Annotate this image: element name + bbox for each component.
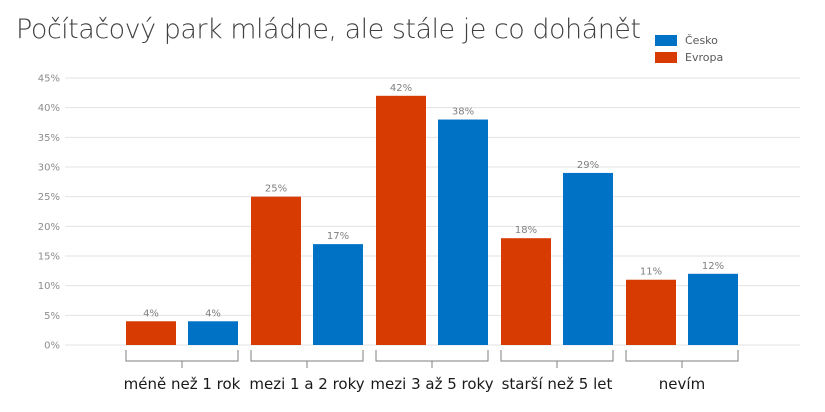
data-label: 18% [515, 225, 537, 236]
legend-label-evropa: Evropa [685, 51, 724, 64]
x-category-label: méně než 1 rok [124, 375, 241, 393]
y-tick-label: 45% [38, 74, 60, 85]
legend-label-cesko: Česko [685, 34, 718, 47]
y-tick-label: 40% [38, 103, 60, 114]
category-bracket [125, 350, 239, 368]
y-tick-label: 30% [38, 163, 60, 174]
data-label: 38% [452, 107, 474, 118]
legend-swatch-evropa [655, 52, 677, 63]
bar-česko [188, 321, 238, 345]
legend-swatch-cesko [655, 35, 677, 46]
y-tick-label: 15% [38, 252, 60, 263]
bar-evropa [251, 196, 301, 345]
y-tick-label: 0% [44, 341, 60, 352]
data-label: 4% [143, 308, 159, 319]
bar-česko [688, 273, 738, 345]
chart-title: Počítačový park mládne, ale stále je co … [16, 14, 641, 45]
data-label: 25% [265, 184, 287, 195]
y-tick-label: 20% [38, 222, 60, 233]
y-tick-label: 25% [38, 192, 60, 203]
data-label: 4% [205, 308, 221, 319]
data-label: 29% [577, 160, 599, 171]
bar-evropa [626, 279, 676, 345]
bar-evropa [501, 238, 551, 345]
bar-evropa [376, 95, 426, 345]
data-label: 17% [327, 231, 349, 242]
category-bracket [500, 350, 614, 368]
category-bracket [250, 350, 364, 368]
x-category-label: nevím [659, 375, 705, 393]
x-category-label: mezi 1 a 2 roky [249, 375, 364, 393]
x-category-label: starší než 5 let [502, 375, 613, 393]
category-bracket [625, 350, 739, 368]
bar-česko [313, 244, 363, 345]
x-category-label: mezi 3 až 5 roky [370, 375, 493, 393]
legend-item-evropa: Evropa [655, 51, 723, 64]
data-label: 12% [702, 261, 724, 272]
y-tick-label: 35% [38, 133, 60, 144]
bar-česko [438, 119, 488, 346]
y-tick-label: 10% [38, 281, 60, 292]
category-bracket [375, 350, 489, 368]
bar-evropa [126, 321, 176, 345]
data-label: 11% [640, 267, 662, 278]
legend-item-cesko: Česko [655, 34, 718, 47]
bar-česko [563, 172, 613, 345]
data-label: 42% [390, 83, 412, 94]
y-tick-label: 5% [44, 311, 60, 322]
